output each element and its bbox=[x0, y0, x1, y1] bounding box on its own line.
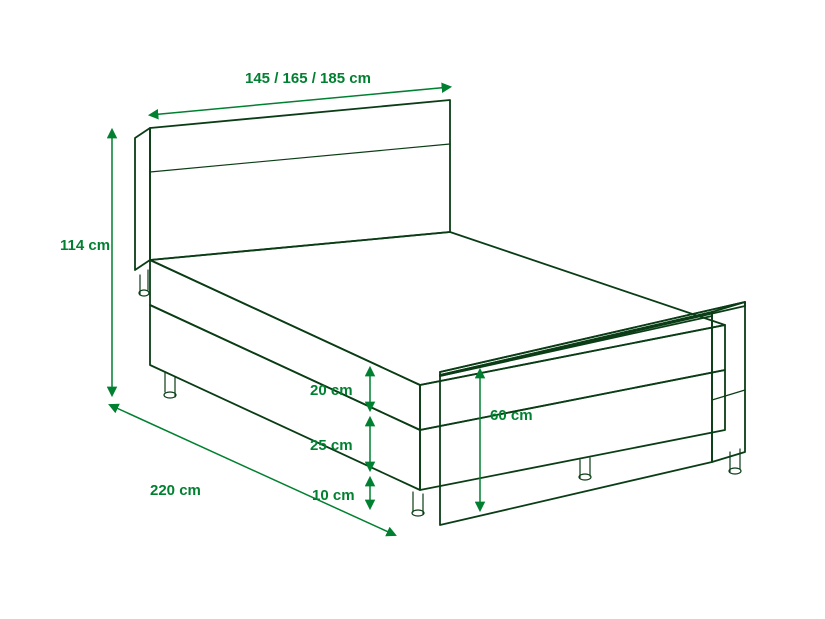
dim-footboard-label: 60 cm bbox=[490, 407, 533, 424]
bed-outline bbox=[135, 100, 745, 525]
dim-base-label: 25 cm bbox=[310, 437, 353, 454]
dim-width-line bbox=[150, 87, 450, 115]
dim-leg-label: 10 cm bbox=[312, 487, 355, 504]
dim-length-label: 220 cm bbox=[150, 482, 201, 499]
bed-dimension-diagram: 145 / 165 / 185 cm 114 cm 220 cm 20 cm 2… bbox=[0, 0, 825, 619]
dimensions: 145 / 165 / 185 cm 114 cm 220 cm 20 cm 2… bbox=[60, 70, 533, 535]
dim-width-label: 145 / 165 / 185 cm bbox=[245, 70, 371, 87]
dim-headboard-height-label: 114 cm bbox=[60, 237, 110, 254]
dim-length-line bbox=[110, 405, 395, 535]
dim-mattress-label: 20 cm bbox=[310, 382, 353, 399]
